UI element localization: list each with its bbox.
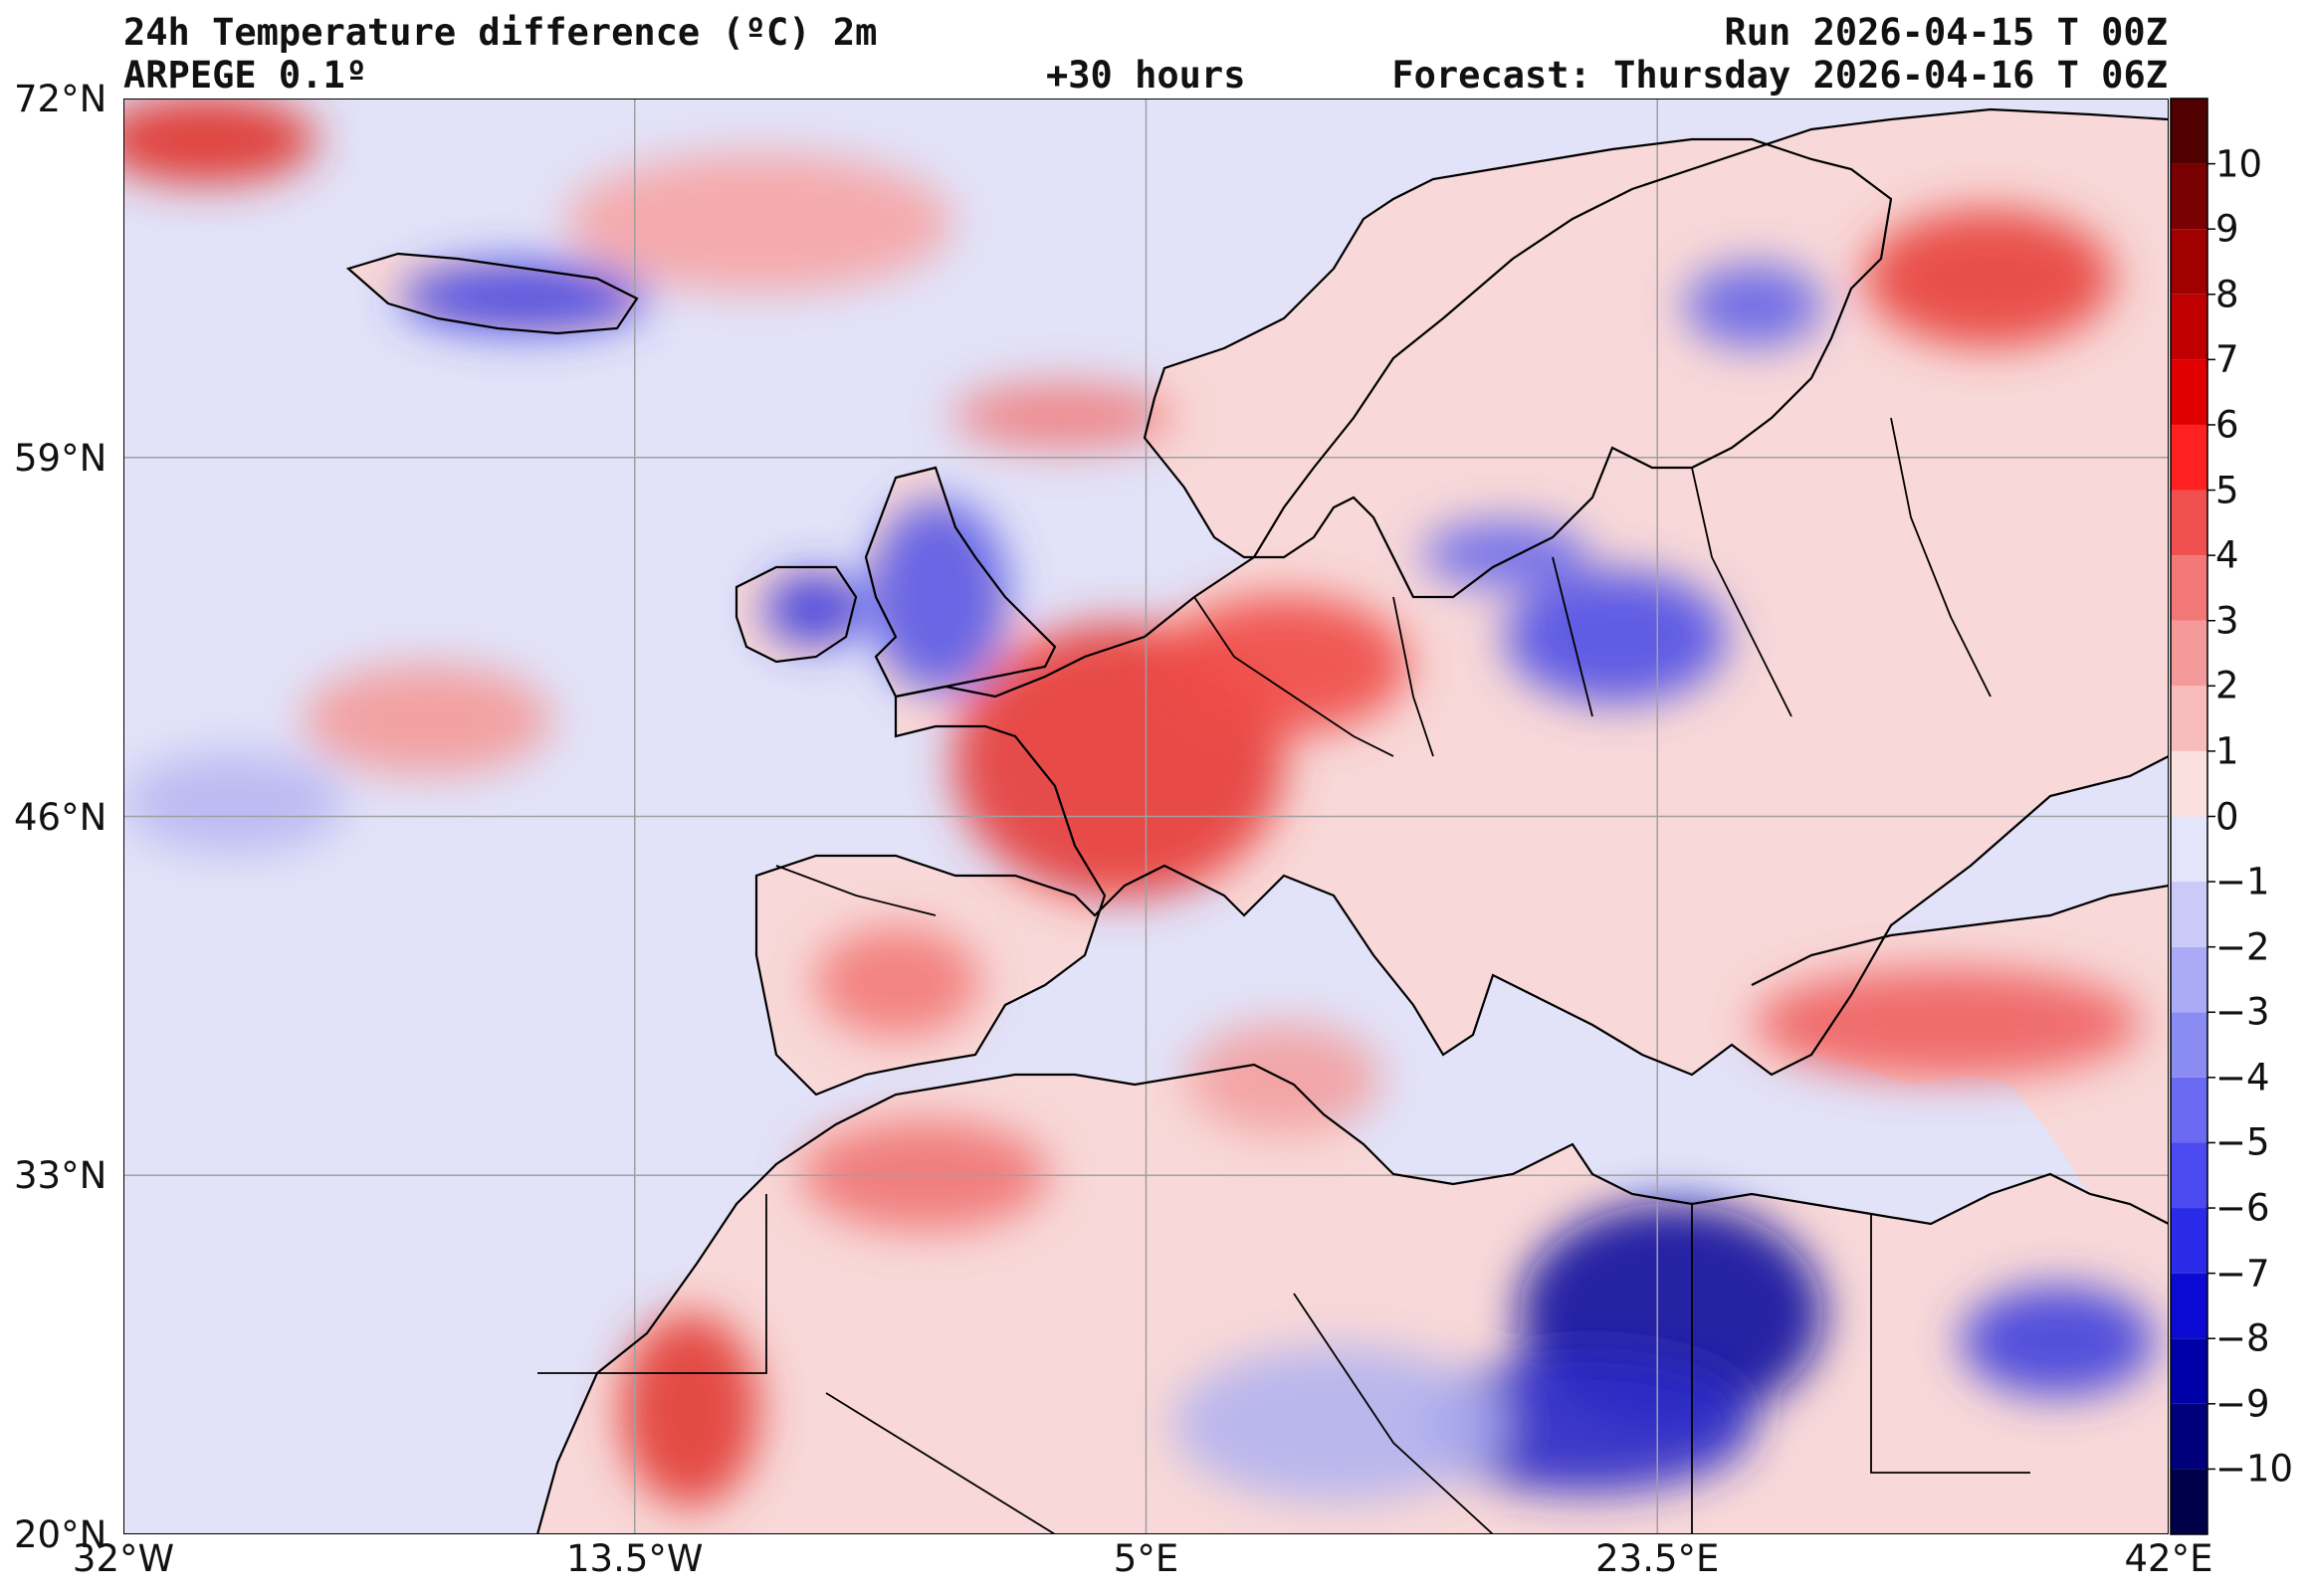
colorbar-label: −4 <box>2215 1056 2270 1099</box>
colorbar-segment <box>2171 99 2207 164</box>
anomaly-blob-7 <box>1422 520 1588 588</box>
anomaly-blob-9 <box>1864 209 2114 347</box>
colorbar-label: 0 <box>2215 795 2239 838</box>
colorbar <box>2170 98 2215 1535</box>
colorbar-label: 9 <box>2215 207 2239 251</box>
lon-label: 5°E <box>1113 1537 1179 1580</box>
anomaly-blob-15 <box>814 926 980 1038</box>
colorbar-segment <box>2171 1142 2207 1209</box>
colorbar-segment <box>2171 816 2207 883</box>
colorbar-label: 6 <box>2215 403 2239 447</box>
lead-time-label: +30 hours <box>1046 54 1246 97</box>
colorbar-segment <box>2171 229 2207 295</box>
anomaly-blob-6 <box>1505 570 1727 703</box>
anomaly-field <box>123 99 2156 1507</box>
colorbar-segment <box>2171 163 2207 230</box>
anomaly-blob-1 <box>399 261 649 333</box>
forecast-valid-label: Forecast: Thursday 2026-04-16 T 06Z <box>1391 54 2168 97</box>
colorbar-segment <box>2171 294 2207 360</box>
colorbar-segment <box>2171 1403 2207 1470</box>
colorbar-label: −8 <box>2215 1316 2270 1360</box>
colorbar-segment <box>2171 490 2207 556</box>
lat-label: 46°N <box>14 795 107 839</box>
land-scandinavia <box>1145 139 1891 597</box>
colorbar-segment <box>2171 750 2207 817</box>
anomaly-blob-18 <box>952 382 1174 450</box>
colorbar-label: −3 <box>2215 990 2270 1034</box>
colorbar-segment <box>2171 555 2207 621</box>
colorbar-segment <box>2171 1077 2207 1143</box>
lat-label: 33°N <box>14 1154 107 1198</box>
colorbar-label: 10 <box>2215 142 2263 186</box>
lat-label: 20°N <box>14 1513 107 1556</box>
colorbar-label: 7 <box>2215 337 2239 381</box>
anomaly-blob-17 <box>565 153 953 293</box>
colorbar-segment <box>2171 686 2207 751</box>
colorbar-segment <box>2171 424 2207 491</box>
colorbar-segment <box>2171 1338 2207 1404</box>
map-title: 24h Temperature difference (ºC) 2m <box>123 11 878 54</box>
lon-label: 42°E <box>2124 1537 2213 1580</box>
coastlines <box>345 107 2169 1534</box>
colorbar-segment <box>2171 1273 2207 1339</box>
lon-label: 32°W <box>72 1537 175 1580</box>
colorbar-label: −10 <box>2215 1447 2294 1491</box>
colorbar-segment <box>2171 1012 2207 1078</box>
colorbar-segment <box>2171 882 2207 947</box>
colorbar-segment <box>2171 1469 2207 1534</box>
anomaly-blob-19 <box>123 752 345 853</box>
run-label: Run 2026-04-15 T 00Z <box>1724 11 2168 54</box>
colorbar-label: 8 <box>2215 273 2239 316</box>
colorbar-label: 1 <box>2215 729 2239 773</box>
colorbar-label: −6 <box>2215 1186 2270 1230</box>
colorbar-label: 5 <box>2215 469 2239 512</box>
colorbar-segment <box>2171 359 2207 425</box>
anomaly-blob-3 <box>869 499 1008 693</box>
anomaly-blob-0 <box>123 99 317 185</box>
anomaly-blob-5 <box>1159 595 1409 734</box>
colorbar-label: 2 <box>2215 664 2239 707</box>
anomaly-blob-20 <box>1173 1346 1506 1501</box>
colorbar-label: 3 <box>2215 599 2239 643</box>
colorbar-segment <box>2171 620 2207 687</box>
lat-label: 59°N <box>14 436 107 480</box>
lat-label: 72°N <box>14 78 107 120</box>
graticule <box>123 99 2169 1534</box>
lon-label: 23.5°E <box>1595 1537 1720 1580</box>
colorbar-label: −9 <box>2215 1382 2270 1426</box>
colorbar-segment <box>2171 946 2207 1013</box>
anomaly-blob-11 <box>1422 1354 1755 1494</box>
colorbar-label: −1 <box>2215 860 2270 903</box>
anomaly-blob-2 <box>764 573 865 646</box>
anomaly-blob-8 <box>1685 264 1823 347</box>
colorbar-segment <box>2171 1208 2207 1274</box>
colorbar-label: −2 <box>2215 925 2270 969</box>
anomaly-blob-12 <box>620 1313 759 1507</box>
anomaly-blob-13 <box>1961 1286 2156 1397</box>
anomaly-blob-14 <box>1754 968 2142 1080</box>
colorbar-label: 4 <box>2215 533 2239 577</box>
colorbar-label: −5 <box>2215 1120 2270 1164</box>
lon-label: 13.5°W <box>566 1537 704 1580</box>
colorbar-label: −7 <box>2215 1252 2270 1296</box>
model-label: ARPEGE 0.1º <box>123 54 368 97</box>
anomaly-blob-16 <box>303 664 552 775</box>
